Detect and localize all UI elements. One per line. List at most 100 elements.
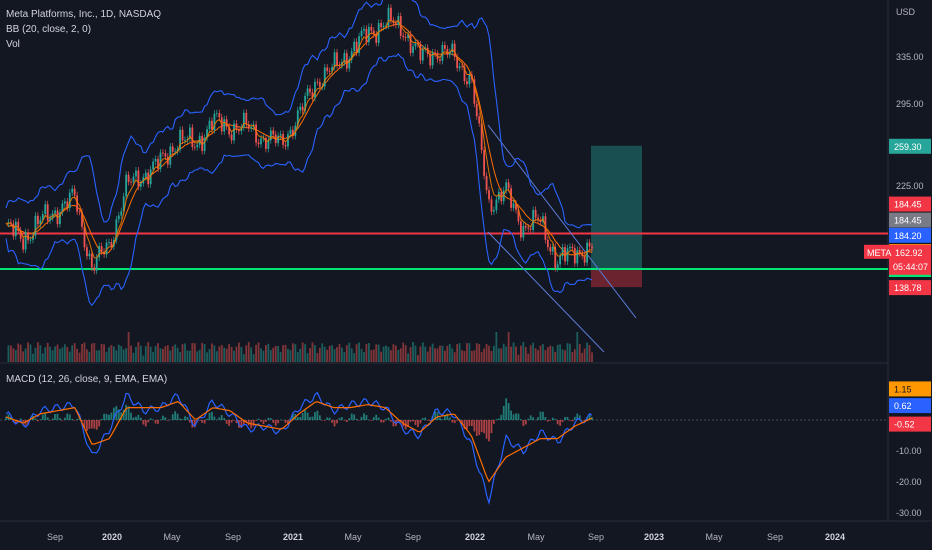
- macd-histogram-bar: [537, 417, 539, 420]
- candle-body: [559, 256, 562, 265]
- candle-body: [122, 196, 125, 212]
- macd-histogram-bar: [436, 412, 439, 420]
- macd-histogram-bar: [350, 413, 353, 420]
- candle-body: [404, 37, 407, 38]
- volume-bar: [367, 343, 370, 362]
- macd-histogram-bar: [483, 420, 486, 434]
- volume-bar: [240, 346, 243, 362]
- volume-bar: [429, 346, 432, 362]
- volume-bar: [100, 343, 103, 362]
- candle-body: [453, 43, 456, 57]
- volume-bar: [507, 332, 510, 362]
- volume-bar: [363, 352, 365, 362]
- price-badge: 184.20: [894, 231, 922, 241]
- volume-bar: [49, 346, 52, 362]
- macd-histogram-bar: [139, 417, 142, 420]
- candle-body: [478, 116, 481, 124]
- volume-bar: [83, 342, 86, 362]
- candle-body: [86, 247, 88, 257]
- candle-body: [235, 123, 238, 130]
- volume-bar: [44, 347, 47, 362]
- volume-bar: [549, 345, 552, 362]
- channel-upper-line[interactable]: [487, 124, 637, 319]
- volume-bar: [10, 345, 12, 362]
- time-axis-label: 2021: [283, 532, 303, 542]
- candle-body: [100, 246, 103, 252]
- bb-indicator-label[interactable]: BB (20, close, 2, 0): [6, 24, 92, 35]
- volume-bar: [341, 347, 343, 362]
- macd-histogram-bar: [564, 417, 566, 420]
- volume-bar: [284, 344, 287, 362]
- macd-histogram-bar: [519, 419, 522, 420]
- candle-body: [262, 137, 265, 139]
- candle-body: [360, 30, 363, 37]
- macd-histogram-bar: [186, 416, 189, 420]
- volume-bar: [78, 352, 81, 362]
- macd-histogram-bar: [267, 417, 270, 420]
- volume-bar: [24, 348, 27, 362]
- volume-bar: [22, 351, 25, 362]
- volume-bar: [505, 346, 508, 362]
- macd-histogram-bar: [149, 418, 152, 420]
- candle-body: [218, 113, 221, 118]
- current-symbol-label: META: [867, 248, 891, 258]
- candle-body: [12, 223, 15, 237]
- macd-histogram-bar: [559, 420, 562, 426]
- candle-body: [44, 204, 47, 215]
- symbol-title: Meta Platforms, Inc., 1D, NASDAQ: [6, 9, 162, 20]
- channel-lower-line[interactable]: [487, 231, 605, 353]
- candle-body: [355, 41, 358, 53]
- volume-bar: [439, 345, 441, 362]
- volume-bar: [517, 354, 520, 362]
- volume-bar: [105, 351, 108, 362]
- volume-bar: [573, 349, 576, 362]
- candle-body: [223, 119, 226, 132]
- price-badge-bg: [889, 280, 931, 296]
- macd-histogram-bar: [495, 419, 498, 420]
- volume-bar: [473, 350, 476, 362]
- macd-histogram-bar: [333, 420, 336, 427]
- macd-histogram-bar: [46, 417, 49, 420]
- candle-body: [117, 215, 120, 220]
- macd-histogram-bar: [171, 414, 174, 420]
- macd-histogram-bar: [110, 412, 113, 420]
- macd-histogram-bar: [424, 417, 427, 420]
- volume-bar: [176, 347, 179, 362]
- macd-histogram-bar: [19, 418, 22, 420]
- candle-body: [193, 146, 196, 148]
- macd-histogram-bar: [468, 420, 471, 426]
- candle-body: [46, 204, 49, 221]
- macd-histogram-bar: [206, 418, 208, 420]
- candle-body: [483, 149, 486, 176]
- volume-bar: [108, 347, 110, 362]
- volume-indicator-label[interactable]: Vol: [6, 39, 20, 50]
- macd-tick-label: -20.00: [896, 477, 922, 487]
- position-stop-zone[interactable]: [591, 268, 642, 288]
- macd-histogram-bar: [515, 413, 517, 420]
- macd-histogram-bar: [392, 420, 395, 427]
- volume-bar: [333, 349, 336, 362]
- candle-body: [174, 151, 177, 153]
- candle-body: [412, 46, 414, 53]
- volume-bar: [306, 353, 309, 362]
- macd-histogram-bar: [176, 413, 179, 420]
- volume-bar: [247, 342, 250, 362]
- volume-bar: [36, 342, 39, 362]
- candle-body: [372, 30, 375, 35]
- macd-histogram-bar: [56, 413, 59, 420]
- candle-body: [549, 247, 552, 252]
- candle-body: [211, 120, 213, 130]
- macd-histogram-bar: [500, 414, 503, 420]
- candle-body: [451, 43, 454, 53]
- candle-body: [466, 81, 468, 85]
- volume-bar: [81, 343, 83, 362]
- candle-body: [507, 182, 510, 189]
- volume-bar: [191, 343, 194, 362]
- candle-body: [578, 250, 581, 254]
- position-target-zone[interactable]: [591, 145, 642, 269]
- candle-body: [27, 232, 29, 241]
- macd-indicator-label[interactable]: MACD (12, 26, close, 9, EMA, EMA): [6, 374, 168, 385]
- candle-body: [61, 203, 64, 213]
- volume-bar: [299, 348, 302, 362]
